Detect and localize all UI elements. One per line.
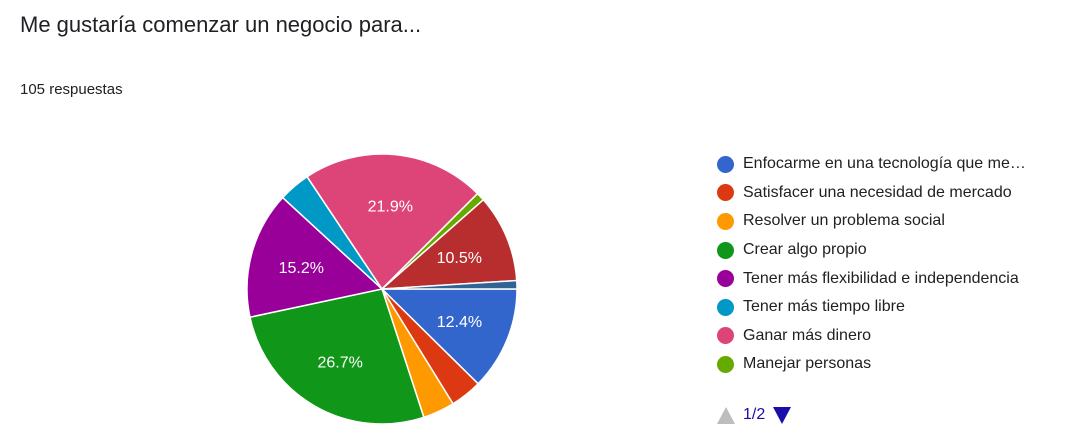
slice-percent-label: 21.9% bbox=[368, 199, 413, 216]
page-indicator: 1/2 bbox=[743, 406, 766, 423]
legend-item[interactable]: Crear algo propio bbox=[717, 236, 1069, 265]
legend-label: Resolver un problema social bbox=[743, 212, 945, 230]
pie-slice[interactable] bbox=[379, 198, 518, 290]
slice-percent-label: 26.7% bbox=[318, 355, 363, 372]
legend-color-dot bbox=[717, 355, 734, 373]
legend-color-dot bbox=[717, 184, 734, 202]
legend-item[interactable]: Tener más tiempo libre bbox=[717, 293, 1069, 322]
pie-slice[interactable] bbox=[381, 279, 518, 290]
legend-color-dot bbox=[717, 212, 734, 230]
legend-label: Ganar más dinero bbox=[743, 326, 872, 344]
legend-color-dot bbox=[717, 327, 734, 345]
legend-label: Crear algo propio bbox=[743, 241, 867, 259]
slice-percent-label: 15.2% bbox=[279, 260, 324, 277]
pie-slice[interactable] bbox=[249, 288, 425, 425]
legend-color-dot bbox=[717, 270, 734, 288]
legend-item[interactable]: Tener más flexibilidad e independencia bbox=[717, 264, 1069, 293]
chart-legend: Enfocarme en una tecnología que me… Satis… bbox=[717, 150, 1069, 379]
slice-percent-label: 10.5% bbox=[437, 250, 482, 267]
pie-slice[interactable] bbox=[246, 196, 384, 319]
legend-label: Manejar personas bbox=[743, 355, 872, 373]
legend-color-dot bbox=[717, 155, 734, 173]
legend-item[interactable]: Satisfacer una necesidad de mercado bbox=[717, 179, 1069, 208]
pie-slice[interactable] bbox=[380, 288, 518, 385]
legend-item[interactable]: Ganar más dinero bbox=[717, 322, 1069, 351]
legend-color-dot bbox=[717, 241, 734, 259]
slice-percent-label: 12.4% bbox=[437, 314, 482, 331]
legend-label: Tener más tiempo libre bbox=[743, 298, 905, 316]
pie-slice[interactable] bbox=[306, 153, 479, 291]
next-page-icon[interactable] bbox=[773, 406, 792, 424]
response-count: 105 respuestas bbox=[20, 81, 123, 98]
legend-label: Enfocarme en una tecnología que me… bbox=[743, 155, 1026, 173]
legend-item[interactable]: Enfocarme en una tecnología que me… bbox=[717, 150, 1069, 179]
legend-label: Tener más flexibilidad e independencia bbox=[743, 269, 1019, 287]
legend-item[interactable]: Manejar personas bbox=[717, 350, 1069, 379]
previous-page-icon[interactable] bbox=[717, 406, 735, 424]
legend-pager: 1/2 bbox=[717, 404, 792, 426]
chart-title: Me gustaría comenzar un negocio para... bbox=[20, 12, 422, 37]
legend-item[interactable]: Resolver un problema social bbox=[717, 207, 1069, 236]
legend-color-dot bbox=[717, 298, 734, 316]
legend-label: Satisfacer una necesidad de mercado bbox=[743, 183, 1012, 201]
